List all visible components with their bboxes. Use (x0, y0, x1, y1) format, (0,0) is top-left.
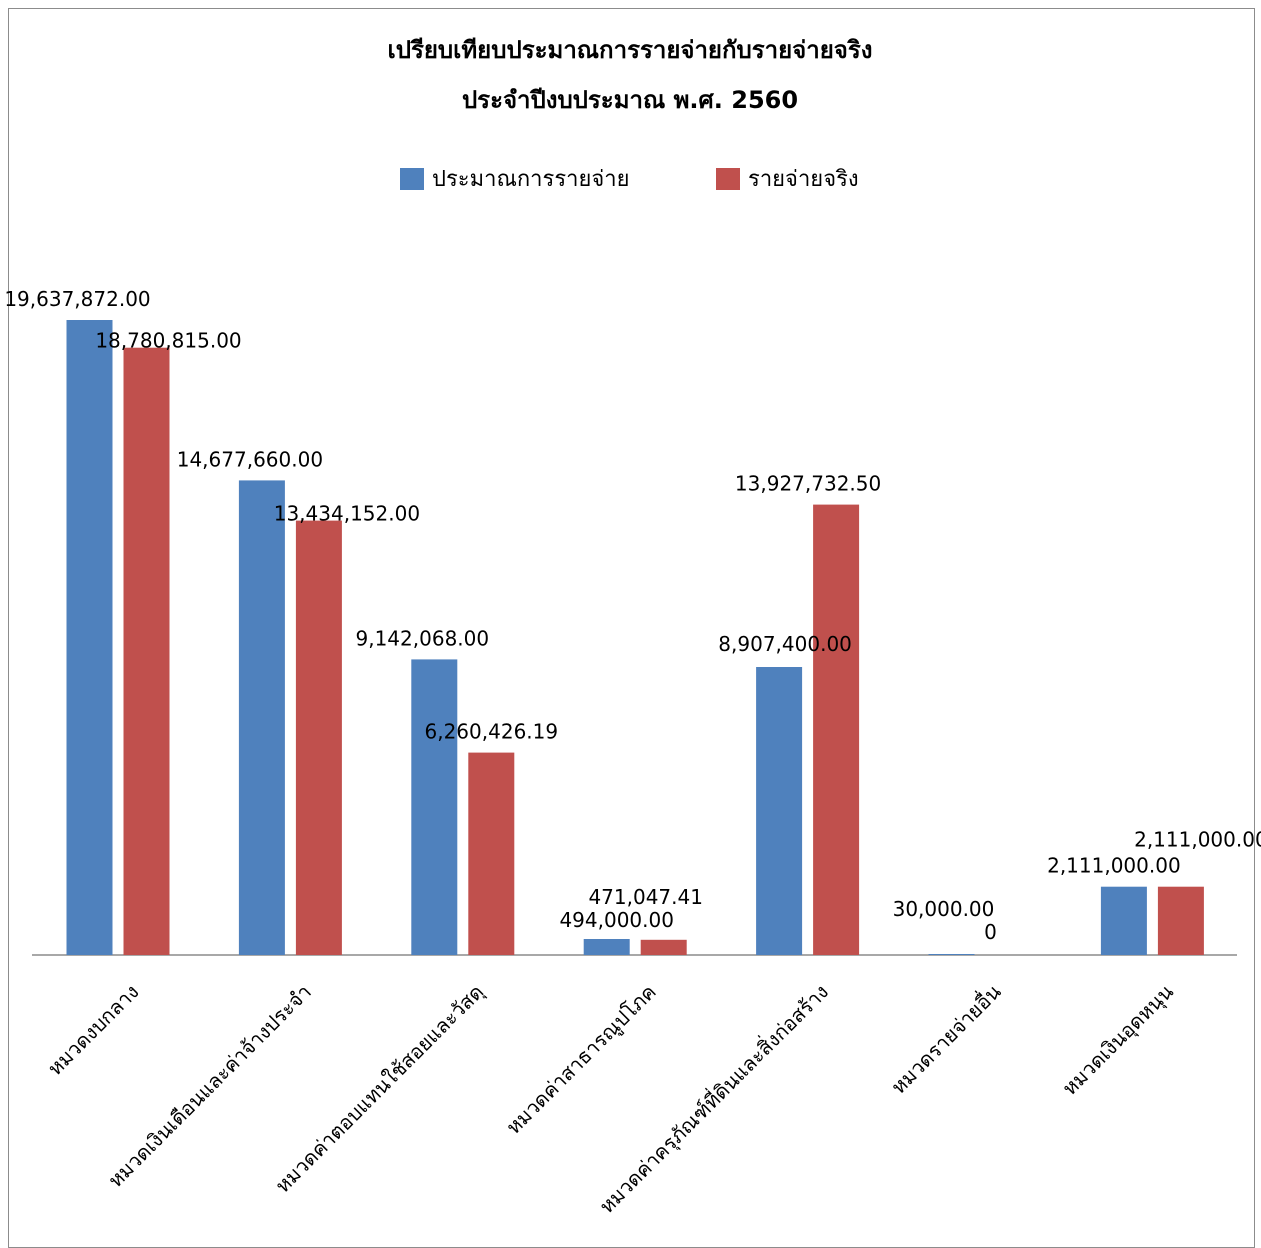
bar-budget-1 (238, 480, 285, 955)
bar-actual-0 (123, 347, 170, 955)
chart-subtitle: ประจำปีงบประมาณ พ.ศ. 2560 (462, 86, 798, 114)
bar-budget-0 (66, 320, 113, 955)
category-label-2: หมวดค่าตอบแทนใช้สอยและวัสดุ (270, 980, 489, 1199)
value-label-budget-3: 494,000.00 (559, 908, 674, 932)
value-label-actual-6: 2,111,000.00 (1134, 828, 1261, 852)
bar-budget-6 (1100, 886, 1147, 955)
value-label-actual-1: 13,434,152.00 (274, 502, 420, 526)
value-label-budget-2: 9,142,068.00 (356, 626, 490, 650)
chart-title: เปรียบเทียบประมาณการรายจ่ายกับรายจ่ายจริ… (388, 36, 873, 64)
value-label-budget-4: 8,907,400.00 (718, 632, 852, 656)
bar-budget-3 (583, 939, 630, 955)
value-label-actual-3: 471,047.41 (588, 885, 703, 909)
bar-actual-4 (813, 504, 860, 955)
chart-frame (8, 8, 1255, 1248)
legend: ประมาณการรายจ่าย รายจ่ายจริง (400, 167, 859, 192)
value-label-budget-0: 19,637,872.00 (4, 287, 150, 311)
value-label-budget-5: 30,000.00 (893, 897, 995, 921)
legend-label-actual: รายจ่ายจริง (748, 167, 859, 192)
bar-budget-5 (928, 954, 975, 955)
legend-swatch-budget (400, 168, 424, 190)
bar-actual-6 (1157, 886, 1204, 955)
bar-budget-2 (411, 659, 458, 955)
value-label-actual-2: 6,260,426.19 (425, 720, 559, 744)
category-label-1: หมวดเงินเดือนและค่าจ้างประจำ (103, 980, 316, 1193)
category-label-3: หมวดค่าสาธารณูปโภค (501, 980, 661, 1140)
legend-label-budget: ประมาณการรายจ่าย (432, 167, 630, 192)
value-label-budget-1: 14,677,660.00 (177, 447, 323, 471)
bars-group (66, 320, 1204, 955)
value-labels-group: 19,637,872.00 18,780,815.00 14,677,660.00 1… (4, 287, 1261, 944)
legend-swatch-actual (716, 168, 740, 190)
value-label-actual-4: 13,927,732.50 (735, 472, 881, 496)
category-labels-group: หมวดงบกลางหมวดเงินเดือนและค่าจ้างประจำหม… (43, 978, 1179, 1219)
bar-actual-3 (640, 939, 687, 955)
bar-actual-2 (468, 752, 515, 955)
bar-budget-4 (756, 667, 803, 955)
category-label-6: หมวดเงินอุดหนุน (1057, 979, 1178, 1100)
category-label-0: หมวดงบกลาง (43, 980, 144, 1081)
value-label-budget-6: 2,111,000.00 (1047, 854, 1181, 878)
category-label-5: หมวดรายจ่ายอื่น (885, 978, 1006, 1099)
value-label-actual-0: 18,780,815.00 (95, 329, 241, 353)
bar-actual-1 (295, 520, 342, 955)
value-label-actual-5: 0 (984, 920, 997, 944)
